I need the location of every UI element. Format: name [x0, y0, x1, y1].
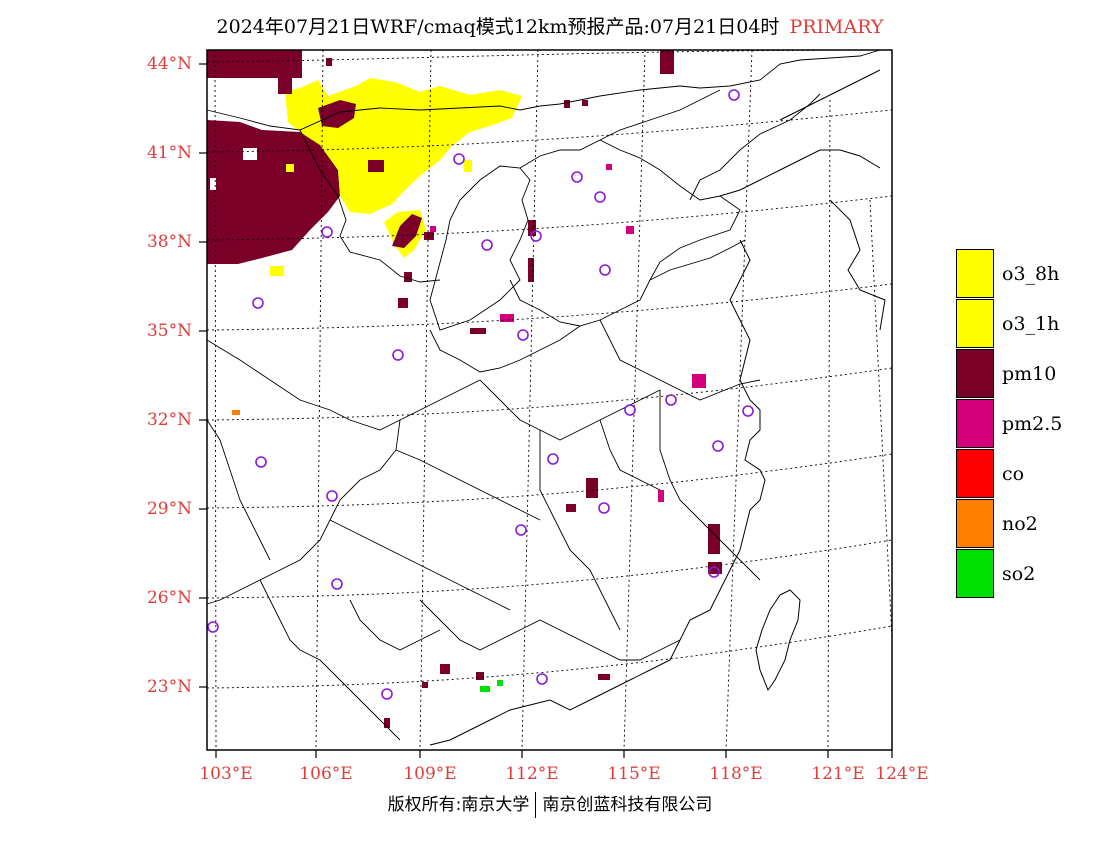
graticule — [206, 49, 893, 751]
lat-label: 26°N — [146, 588, 192, 608]
legend-label: o3_8h — [1002, 263, 1060, 285]
ozone-cell — [270, 266, 284, 276]
lat-label: 44°N — [146, 54, 192, 74]
pm10-cell — [368, 160, 384, 172]
coastline — [429, 69, 886, 746]
ozone-cell — [286, 164, 294, 172]
clear-patch — [210, 178, 216, 190]
map-title-text: 2024年07月21日WRF/cmaq模式12km预报产品:07月21日04时 — [216, 16, 780, 38]
legend-label: so2 — [1002, 563, 1036, 585]
lat-label: 29°N — [146, 499, 192, 519]
legend-swatch — [956, 249, 994, 298]
footer-divider — [535, 792, 537, 818]
lon-label: 106°E — [299, 764, 353, 784]
lon-label: 109°E — [403, 764, 457, 784]
pm10-area-top-left — [207, 50, 302, 78]
pm10-area-northwest — [207, 120, 340, 264]
map-frame — [206, 49, 893, 751]
pm10-streak-north — [318, 100, 356, 128]
lon-label: 115°E — [607, 764, 661, 784]
lon-label: 124°E — [875, 764, 929, 784]
copyright-right: 南京创蓝科技有限公司 — [542, 795, 713, 815]
legend-swatch — [956, 549, 994, 598]
lon-label: 118°E — [709, 764, 763, 784]
station-markers — [207, 89, 754, 700]
map-title-tag: PRIMARY — [789, 16, 884, 38]
so2-cell — [497, 680, 503, 686]
map-title: 2024年07月21日WRF/cmaq模式12km预报产品:07月21日04时 P… — [0, 12, 1100, 39]
legend-label: o3_1h — [1002, 313, 1060, 335]
lat-label: 35°N — [146, 321, 192, 341]
legend-label: pm10 — [1002, 363, 1057, 385]
legend-swatch — [956, 449, 994, 498]
lon-label: 103°E — [199, 764, 253, 784]
no2-cell — [232, 410, 240, 415]
legend-swatch — [956, 299, 994, 348]
lat-label: 32°N — [146, 410, 192, 430]
copyright-left: 版权所有:南京大学 — [387, 795, 530, 815]
legend-swatch — [956, 399, 994, 448]
ozone-cell — [464, 160, 472, 172]
pm10-area-central — [392, 214, 422, 248]
so2-cell — [480, 686, 490, 692]
axis-ticks — [199, 63, 893, 758]
lon-label: 112°E — [505, 764, 559, 784]
lon-label: 121°E — [811, 764, 865, 784]
clear-patch — [243, 148, 257, 160]
legend-swatch — [956, 349, 994, 398]
province-boundaries — [206, 49, 881, 741]
legend-label: pm2.5 — [1002, 413, 1063, 435]
pollution-overlay — [207, 50, 722, 728]
scattered-cells — [326, 50, 722, 728]
lat-label: 38°N — [146, 232, 192, 252]
copyright-footer: 版权所有:南京大学 南京创蓝科技有限公司 — [0, 790, 1100, 818]
legend-label: co — [1002, 463, 1025, 485]
lat-label: 23°N — [146, 677, 192, 697]
legend-swatch — [956, 499, 994, 548]
legend-label: no2 — [1002, 513, 1038, 535]
lat-label: 41°N — [146, 143, 192, 163]
pm10-cell — [278, 78, 292, 94]
